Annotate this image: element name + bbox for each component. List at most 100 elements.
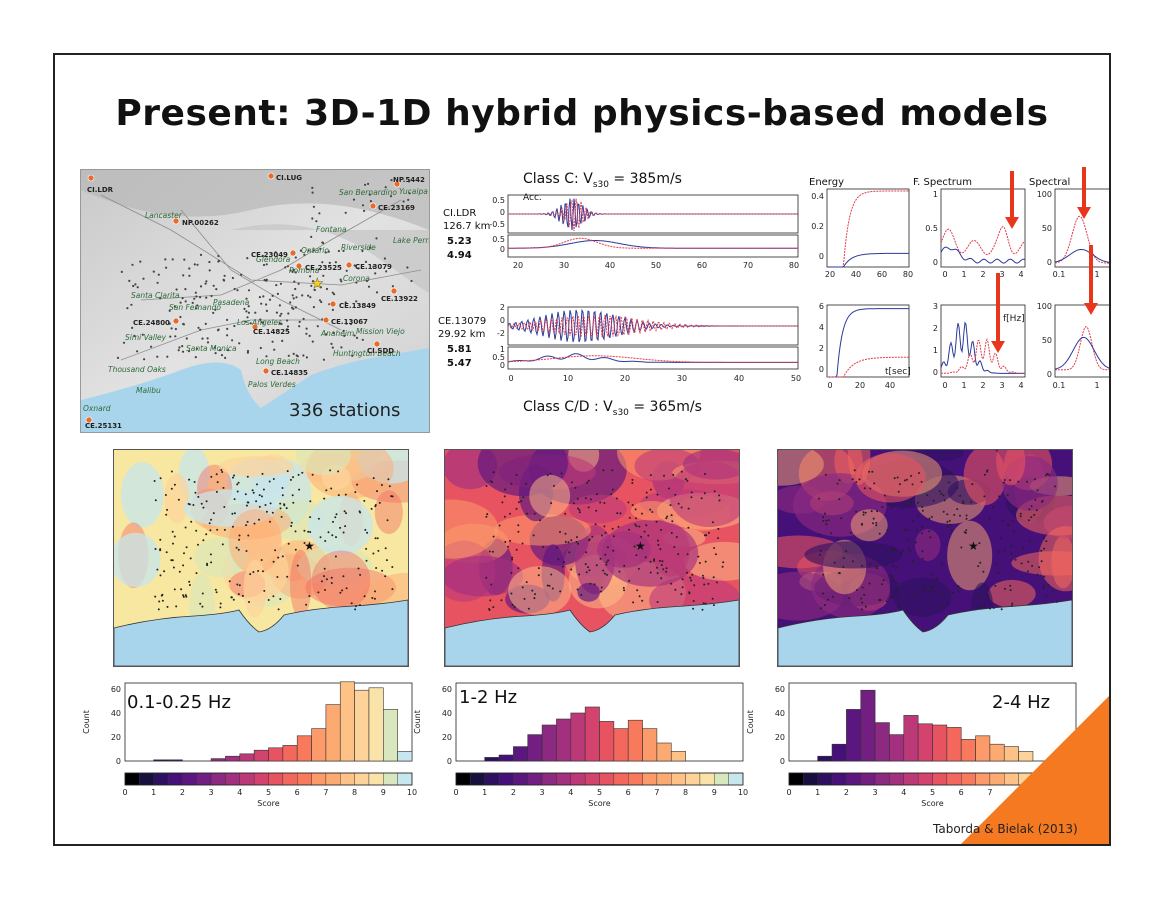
- station-dot: [997, 550, 1000, 553]
- station-dot: [711, 521, 714, 524]
- station-dot: [928, 517, 931, 520]
- station-dot: [921, 550, 924, 553]
- fourier-bottom-y-tick: 3: [933, 302, 938, 311]
- colorbar-cell: [541, 772, 557, 786]
- station-dot: [946, 513, 949, 516]
- station-dot: [891, 503, 894, 505]
- station-dot: [363, 499, 366, 502]
- energy-top-y-tick: 0.4: [811, 192, 824, 201]
- station-dot: [956, 486, 959, 489]
- station-dot: [504, 541, 507, 543]
- station-dot: [666, 515, 669, 518]
- station-dot: [572, 502, 575, 505]
- histogram-bar: [167, 759, 183, 762]
- station-dot: [1012, 530, 1015, 533]
- station-dot: [943, 499, 946, 502]
- station-dot: [215, 591, 218, 594]
- station-dot: [848, 597, 851, 599]
- histogram-bar: [282, 745, 298, 762]
- station-dot: [588, 538, 591, 541]
- station-dot: [959, 494, 962, 497]
- station-dot: [604, 531, 607, 534]
- station-dot: [670, 532, 673, 534]
- colorbar-cell: [153, 772, 169, 786]
- station-dot: [636, 589, 639, 592]
- fourier-panel-top: [940, 188, 1026, 268]
- station-dot: [878, 532, 881, 535]
- svg-text:Corona: Corona: [343, 274, 370, 283]
- station-dot: [897, 594, 900, 597]
- colorbar-tick: 6: [626, 788, 631, 797]
- station-dot: [628, 579, 631, 582]
- station-dot: [216, 481, 219, 484]
- station-dot: [618, 570, 621, 573]
- score-blob: [850, 509, 888, 542]
- station-dot: [836, 482, 839, 485]
- station-dot: [903, 504, 906, 507]
- station-dot: [307, 530, 310, 533]
- energy-bottom-x-tick: 20: [855, 381, 865, 390]
- station-dot: [840, 517, 843, 520]
- station-dot: [715, 581, 718, 584]
- colorbar-tick: 1: [151, 788, 156, 797]
- station-dot: [605, 563, 608, 566]
- colorbar-cell: [699, 772, 715, 786]
- svg-text:Ontario: Ontario: [301, 246, 329, 255]
- station-dot: [684, 478, 687, 481]
- station-dot: [711, 597, 714, 600]
- station-dot: [358, 510, 361, 513]
- station-dot: [525, 581, 528, 584]
- station-dot: [962, 500, 965, 503]
- svg-text:CE.14835: CE.14835: [271, 369, 308, 377]
- station-dot: [223, 528, 226, 531]
- colorbar-tick: 4: [568, 788, 573, 797]
- station-dot: [364, 528, 367, 531]
- station-dot: [824, 512, 826, 515]
- station-dot: [860, 597, 863, 600]
- station-dot: [549, 472, 552, 475]
- station-dot: [842, 557, 845, 560]
- station-dot: [374, 590, 376, 593]
- epicenter-star: ★: [968, 539, 979, 553]
- histogram-y-tick: 0: [780, 757, 785, 766]
- station-dot: [824, 604, 826, 606]
- fourier-bottom-x-tick: 4: [1018, 381, 1023, 390]
- station-dot: [845, 550, 848, 552]
- station-dot: [587, 479, 590, 482]
- station-dot: [210, 475, 213, 478]
- station-dot: [286, 470, 289, 473]
- vel-top-y-tick: 0: [500, 245, 505, 254]
- score-blob: [915, 529, 941, 561]
- station-dot: [645, 524, 648, 527]
- station-dot: [339, 591, 342, 594]
- spectral-top-y-tick: 100: [1037, 190, 1052, 199]
- station-dot: [553, 484, 555, 487]
- station-dot: [309, 500, 312, 503]
- fourier-title: F. Spectrum: [913, 177, 972, 188]
- fourier-bottom-y-tick: 2: [933, 324, 938, 333]
- station-dot: [381, 569, 384, 572]
- station-dot: [949, 472, 952, 475]
- station-dot: [161, 599, 164, 602]
- fourier-top-y-tick: 1: [933, 190, 938, 199]
- station-dot: [154, 499, 157, 502]
- energy-title: Energy: [809, 177, 845, 188]
- colorbar-tick: 2: [511, 788, 516, 797]
- station-dot: [317, 591, 320, 594]
- station-dot: [595, 493, 598, 496]
- histogram-y-tick: 20: [775, 733, 785, 742]
- svg-text:CE.13849: CE.13849: [339, 302, 376, 310]
- station-dot: [862, 513, 865, 516]
- station-dot: [261, 472, 264, 475]
- station-dot: [936, 578, 939, 581]
- station-dot: [330, 487, 333, 490]
- station-dot: [861, 601, 864, 604]
- station-dot: [717, 527, 720, 530]
- acc-trace-blue-bottom: [507, 308, 798, 343]
- histogram-bar: [268, 747, 284, 762]
- colorbar-cell: [860, 772, 876, 786]
- colorbar-tick: 10: [738, 788, 748, 797]
- score-blob: [445, 555, 524, 597]
- station-dot: [602, 469, 605, 472]
- station-dot: [195, 529, 198, 532]
